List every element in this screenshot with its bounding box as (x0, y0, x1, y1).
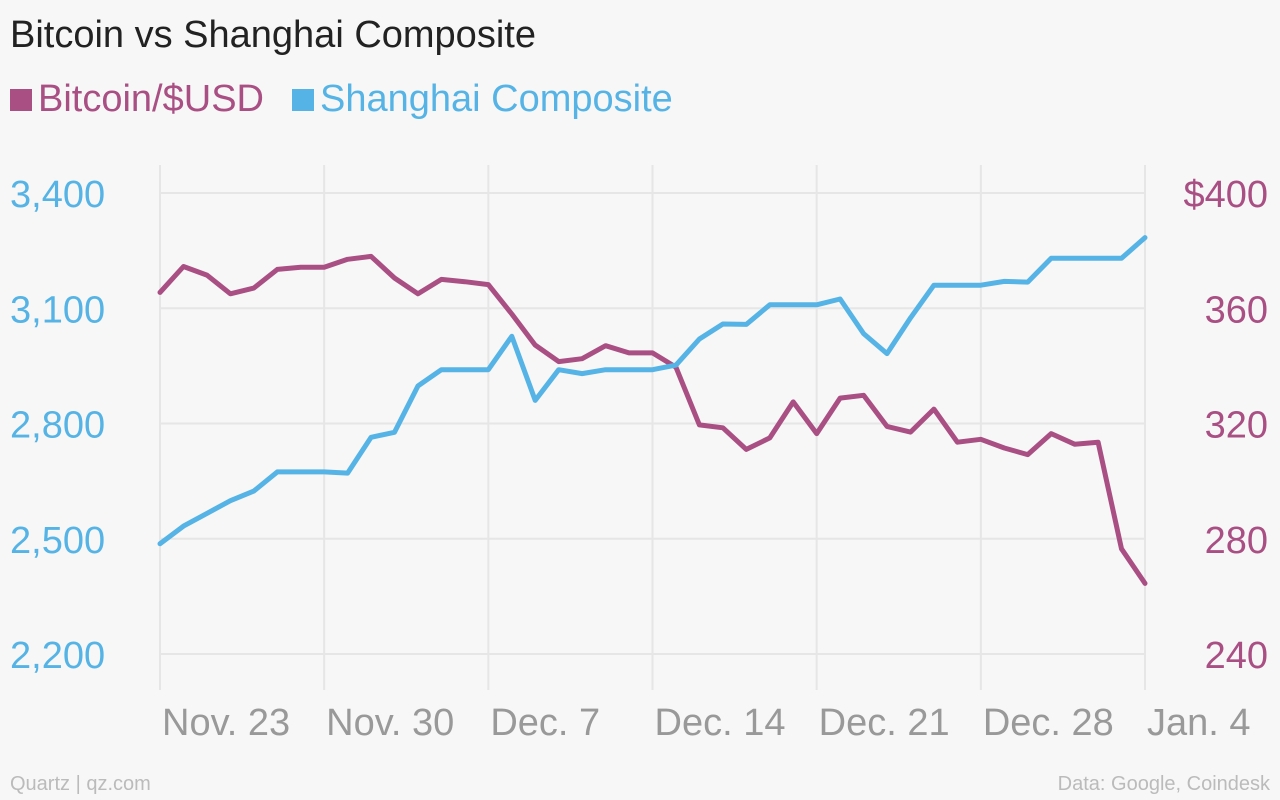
y-left-tick-label: 2,500 (10, 520, 105, 562)
chart-title: Bitcoin vs Shanghai Composite (10, 14, 536, 56)
legend-item-bitcoin: Bitcoin/$USD (10, 78, 264, 121)
x-tick-label: Nov. 30 (326, 702, 454, 744)
y-right-tick-label: 280 (1205, 520, 1268, 562)
x-tick-label: Jan. 4 (1147, 702, 1251, 744)
legend-swatch-bitcoin (10, 88, 32, 111)
y-left-tick-label: 2,800 (10, 405, 105, 447)
x-tick-label: Nov. 23 (162, 702, 290, 744)
y-left-tick-label: 3,400 (10, 174, 105, 216)
x-tick-label: Dec. 21 (819, 702, 950, 744)
legend-item-shanghai: Shanghai Composite (291, 78, 673, 121)
y-right-tick-label: $400 (1183, 174, 1268, 216)
footer-source-left: Quartz | qz.com (10, 773, 151, 795)
x-tick-label: Dec. 7 (490, 702, 600, 744)
y-right-tick-label: 240 (1205, 635, 1268, 677)
series-line-shanghai (157, 235, 1148, 547)
y-right-tick-label: 360 (1205, 289, 1268, 331)
x-tick-label: Dec. 14 (655, 702, 786, 744)
series-line-bitcoin (157, 253, 1148, 586)
legend-label-shanghai: Shanghai Composite (319, 78, 673, 120)
legend-swatch-shanghai (291, 88, 314, 111)
legend-label-bitcoin: Bitcoin/$USD (38, 78, 264, 120)
legend: Bitcoin/$USD Shanghai Composite (10, 78, 673, 121)
footer-source-right: Data: Google, Coindesk (1057, 773, 1270, 795)
y-left-tick-label: 2,200 (10, 635, 105, 677)
x-tick-label: Dec. 28 (983, 702, 1114, 744)
y-left-tick-label: 3,100 (10, 289, 105, 331)
y-right-tick-label: 320 (1205, 405, 1268, 447)
